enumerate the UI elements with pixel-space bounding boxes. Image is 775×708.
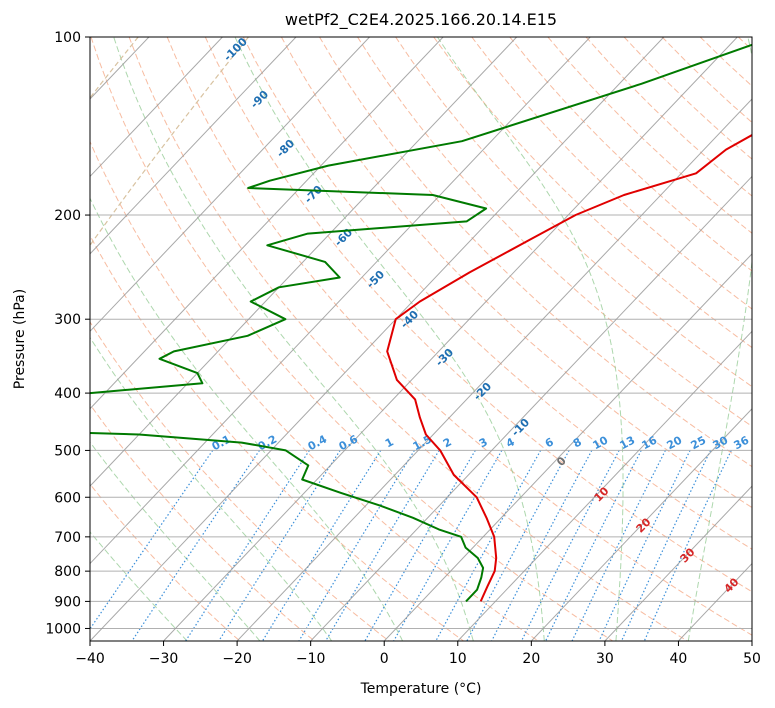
dry-adiabat-line xyxy=(280,37,752,509)
dry-adiabat-line xyxy=(90,37,613,641)
x-tick-label: −30 xyxy=(149,651,179,667)
x-axis-label: Temperature (°C) xyxy=(360,681,482,697)
isotherm-gridline xyxy=(163,37,738,641)
y-axis-label: Pressure (hPa) xyxy=(12,289,28,389)
moist-adiabat-line xyxy=(113,37,474,641)
mixing-ratio-line xyxy=(571,450,666,641)
y-tick-label: 900 xyxy=(54,594,81,610)
moist-adiabats xyxy=(90,37,752,641)
x-tick-label: 20 xyxy=(522,651,540,667)
isotherm-gridline xyxy=(310,175,752,641)
mixing-ratio-label: 13 xyxy=(618,434,638,453)
mixing-ratio-line xyxy=(393,450,503,641)
mixing-ratio-line xyxy=(90,450,214,631)
x-tick-label: 30 xyxy=(596,651,614,667)
isotherm-gridline xyxy=(90,37,370,333)
plot-frame xyxy=(89,36,753,642)
x-tick-label: −20 xyxy=(222,651,252,667)
isotherm-gridline xyxy=(90,37,223,178)
moist-adiabat-line xyxy=(687,37,752,641)
mixing-ratio-lines xyxy=(90,450,732,641)
mixing-ratio-line xyxy=(364,450,476,641)
isotherm-gridline xyxy=(90,37,444,410)
moist-adiabat-line xyxy=(436,37,624,641)
isotherm-gridline xyxy=(236,98,752,641)
dry-adiabat-line xyxy=(471,37,752,310)
dewpoint-profile-line xyxy=(90,43,752,603)
mixing-ratio-line xyxy=(466,450,570,641)
y-axis-ticks: 100 200 300 400 500 600 700 800 900 1000 xyxy=(45,30,90,637)
sounding-profiles xyxy=(90,43,752,603)
y-tick-label: 500 xyxy=(54,443,81,459)
moist-adiabat-line xyxy=(90,197,404,641)
moist-adiabat-line xyxy=(90,336,333,641)
dry-adiabat-line xyxy=(90,321,390,641)
x-tick-label: 40 xyxy=(670,651,688,667)
isotherm-gridline xyxy=(90,37,297,255)
mixing-ratio-label: 10 xyxy=(591,433,611,452)
isotherm-gridline xyxy=(90,37,591,565)
x-tick-label: −40 xyxy=(75,651,105,667)
moist-adiabat-line xyxy=(90,441,261,641)
mixing-ratio-label: 36 xyxy=(732,433,752,452)
y-tick-label: 300 xyxy=(54,312,81,328)
mixing-ratio-label: 30 xyxy=(711,433,731,452)
mixing-ratio-line xyxy=(218,450,341,641)
mixing-ratio-line xyxy=(435,450,542,641)
mixing-ratio-line xyxy=(185,450,310,641)
dry-adiabat-line xyxy=(90,140,539,641)
chart-title: wetPf2_C2E4.2025.166.20.14.E15 xyxy=(285,10,557,30)
isotherm-gridline xyxy=(383,253,752,641)
dry-adiabat-line xyxy=(395,37,752,388)
mixing-ratio-line xyxy=(261,450,382,641)
x-tick-label: 10 xyxy=(449,651,467,667)
mixing-ratio-line xyxy=(545,450,642,641)
y-tick-label: 1000 xyxy=(45,621,81,637)
mixing-ratio-line xyxy=(520,450,620,641)
isotherm-gridline xyxy=(90,37,665,641)
moist-adiabat-line xyxy=(234,37,545,641)
y-tick-label: 100 xyxy=(54,30,81,46)
y-tick-label: 200 xyxy=(54,208,81,224)
dry-adiabat-line xyxy=(204,37,752,593)
x-tick-label: −10 xyxy=(296,651,326,667)
mixing-ratio-line xyxy=(598,450,691,641)
dry-adiabat-line xyxy=(433,37,752,349)
x-axis-ticks: −40 −30 −20 −10 0 10 20 30 40 50 xyxy=(75,641,761,667)
dry-adiabat-line xyxy=(242,37,752,550)
y-tick-label: 800 xyxy=(54,564,81,580)
y-tick-label: 600 xyxy=(54,490,81,506)
x-tick-label: 0 xyxy=(380,651,389,667)
mixing-ratio-line xyxy=(491,450,593,641)
dry-adiabat-line xyxy=(90,403,315,641)
isotherm-gridline xyxy=(530,407,752,641)
y-tick-label: 400 xyxy=(54,386,81,402)
isotherm-gridline xyxy=(457,330,752,641)
moist-adiabat-line xyxy=(90,531,188,641)
y-tick-label: 700 xyxy=(54,530,81,546)
plot-area: -100-90-80-70-60-50-40-30-20-10010203040… xyxy=(90,37,752,641)
mixing-ratio-label: 20 xyxy=(665,433,685,452)
x-tick-label: 50 xyxy=(743,651,761,667)
dry-adiabat-line xyxy=(90,234,464,641)
mixing-ratio-label: 16 xyxy=(640,433,660,452)
dry-adiabat-line xyxy=(128,37,688,641)
mixing-ratio-label: 25 xyxy=(689,434,709,453)
isotherm-gridlines xyxy=(90,37,752,641)
temperature-profile-line xyxy=(386,133,752,602)
isotherm-gridline xyxy=(604,485,752,641)
